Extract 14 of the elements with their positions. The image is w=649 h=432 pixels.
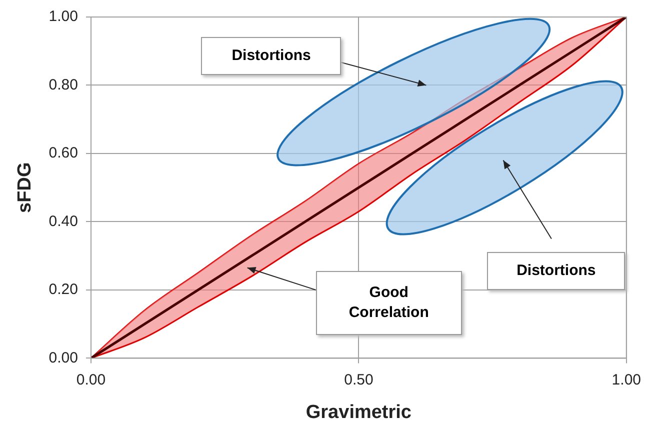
callout-box: Distortions — [487, 252, 626, 290]
x-axis-title: Gravimetric — [306, 402, 412, 423]
y-tick-label: 0.00 — [48, 349, 78, 366]
callout-box: Good Correlation — [316, 271, 462, 336]
x-tick-label: 1.00 — [612, 371, 642, 388]
y-tick-label: 0.20 — [48, 281, 78, 298]
callout-box: Distortions — [201, 36, 342, 75]
y-tick-label: 1.00 — [48, 8, 78, 26]
y-tick-label: 0.60 — [48, 144, 78, 162]
x-tick-label: 0.50 — [344, 371, 374, 388]
y-tick-label: 0.40 — [48, 212, 78, 230]
y-axis-title: sFDG — [14, 162, 36, 213]
x-tick-label: 0.00 — [76, 371, 106, 388]
y-tick-label: 0.80 — [48, 76, 78, 94]
